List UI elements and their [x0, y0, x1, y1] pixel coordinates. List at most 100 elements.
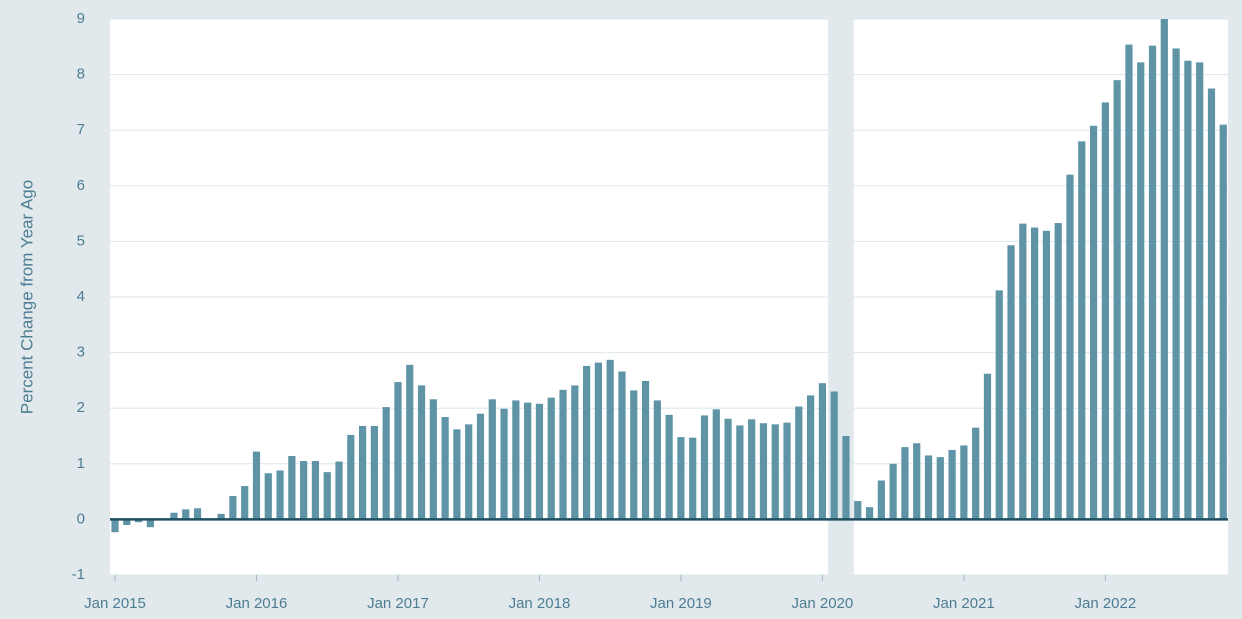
bar	[182, 509, 190, 520]
bar	[1219, 124, 1227, 520]
bar	[1172, 48, 1180, 520]
bar	[512, 400, 520, 520]
bar	[217, 513, 225, 520]
y-tick-label: 3	[77, 344, 85, 361]
bar	[1137, 62, 1145, 520]
bar	[406, 364, 414, 520]
bar	[476, 413, 485, 520]
x-tick-label: Jan 2018	[509, 595, 571, 612]
bar	[170, 512, 178, 520]
bar	[818, 383, 826, 520]
bar	[877, 480, 885, 520]
bar	[370, 425, 378, 520]
bar	[1078, 141, 1086, 520]
bar	[618, 371, 626, 520]
bar	[358, 425, 367, 520]
bar	[653, 400, 661, 520]
bar	[677, 437, 685, 520]
bar	[500, 408, 508, 520]
y-tick-label: 6	[77, 177, 85, 194]
bar	[300, 461, 308, 520]
x-tick-label: Jan 2020	[792, 595, 854, 612]
bar	[924, 455, 933, 520]
x-tick-label: Jan 2019	[650, 595, 712, 612]
bar	[736, 425, 744, 520]
bar	[488, 399, 496, 520]
bar	[1160, 19, 1168, 520]
bar	[1148, 45, 1157, 520]
bar	[382, 407, 390, 520]
bar	[1196, 62, 1204, 520]
bar	[417, 385, 426, 520]
bar	[1031, 227, 1039, 520]
bar	[689, 437, 697, 520]
bar	[1007, 245, 1015, 520]
bar	[441, 417, 449, 520]
bar	[842, 436, 850, 520]
bar	[807, 395, 815, 520]
bar	[524, 402, 532, 520]
y-tick-label: 7	[77, 121, 85, 138]
bar	[241, 486, 249, 520]
bar	[1184, 60, 1192, 520]
bar	[936, 457, 944, 520]
bar	[311, 461, 320, 520]
bar	[748, 419, 756, 520]
bar	[901, 447, 909, 520]
bar	[594, 362, 602, 520]
bar	[288, 456, 296, 520]
bar	[146, 519, 154, 528]
bar	[641, 380, 650, 520]
x-tick-label: Jan 2021	[933, 595, 995, 612]
bar	[1042, 230, 1051, 520]
bar	[535, 403, 544, 520]
y-tick-label: 5	[77, 232, 85, 249]
bar	[948, 449, 956, 520]
bar	[1125, 44, 1133, 520]
bar	[252, 451, 261, 520]
bar	[972, 427, 980, 520]
bar	[229, 496, 237, 520]
bar	[960, 445, 968, 520]
bar	[700, 415, 709, 520]
bar	[134, 519, 143, 523]
bar	[547, 397, 555, 520]
y-axis-label: Percent Change from Year Ago	[17, 180, 36, 414]
bar	[559, 389, 567, 520]
y-tick-label: 2	[77, 399, 85, 416]
x-tick-label: Jan 2017	[367, 595, 429, 612]
y-tick-label: 1	[77, 455, 85, 472]
y-tick-label: 0	[77, 510, 85, 527]
bar	[995, 290, 1003, 520]
y-tick-label: 9	[77, 10, 85, 27]
bar	[724, 418, 732, 520]
y-tick-label: 4	[77, 288, 85, 305]
bar	[193, 508, 202, 520]
x-tick-label: Jan 2015	[84, 595, 146, 612]
bar	[465, 424, 473, 520]
bar	[665, 414, 673, 520]
bar	[1066, 174, 1074, 520]
bar	[571, 385, 579, 520]
bar	[347, 434, 355, 520]
bar	[830, 391, 838, 520]
x-tick-label: Jan 2022	[1074, 595, 1136, 612]
bar	[323, 472, 331, 520]
bar	[1019, 223, 1027, 520]
bar	[783, 422, 791, 520]
bar	[1101, 102, 1109, 520]
bar	[264, 473, 272, 520]
bar	[123, 519, 131, 525]
bar	[889, 463, 897, 520]
bar	[606, 359, 614, 520]
bar	[759, 423, 768, 520]
bar	[453, 429, 461, 520]
x-tick-label: Jan 2016	[226, 595, 288, 612]
bar	[983, 373, 992, 520]
bar	[335, 461, 343, 520]
bar	[1113, 80, 1121, 520]
bar	[913, 443, 921, 520]
